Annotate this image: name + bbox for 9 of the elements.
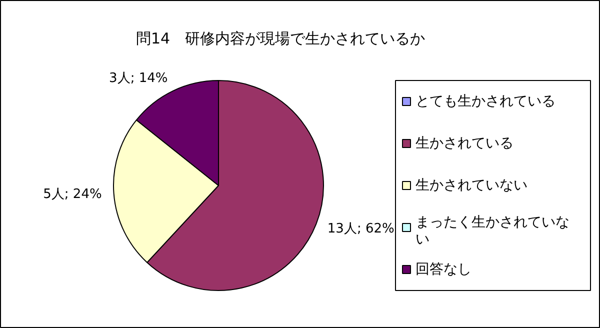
data-label: 13人; 62%	[327, 221, 394, 236]
legend-label: 回答なし	[416, 262, 472, 278]
data-label: 3人; 14%	[109, 70, 168, 86]
legend-label: とても生かされている	[416, 94, 556, 110]
legend-label: 生かされている	[416, 136, 514, 152]
legend-label: まったく生かされていない	[416, 214, 570, 248]
data-label: 5人; 24%	[43, 186, 102, 202]
chart-title: 問14 研修内容が現場で生かされているか	[136, 30, 426, 48]
legend-label: 生かされていない	[416, 178, 528, 194]
